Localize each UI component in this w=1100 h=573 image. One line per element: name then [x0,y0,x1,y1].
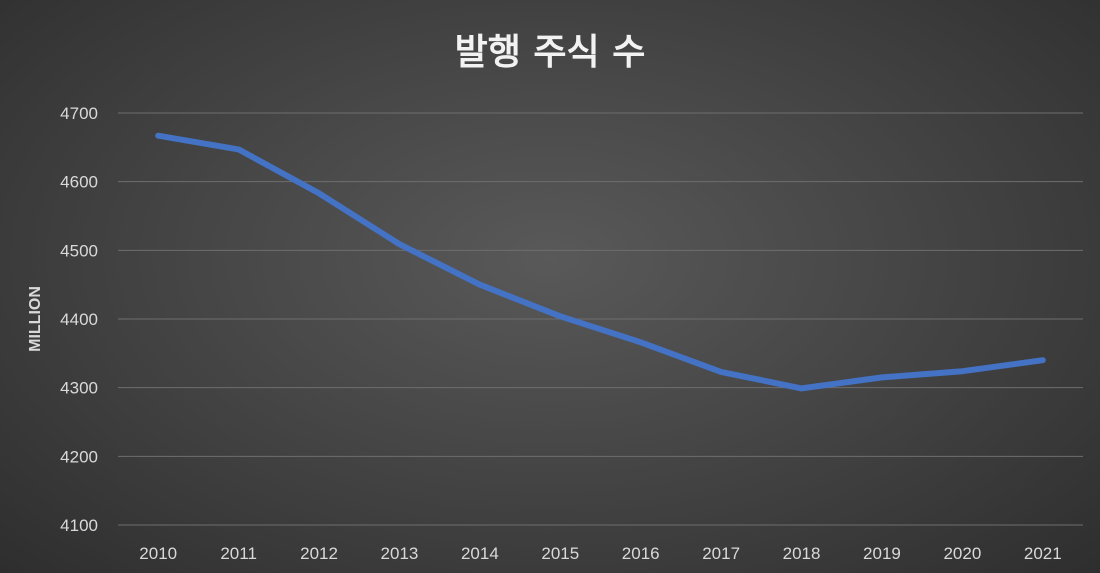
y-tick-label: 4700 [60,104,98,123]
data-point [479,284,481,286]
data-point [801,387,803,389]
data-point [720,371,722,373]
y-tick-label: 4100 [60,516,98,535]
data-point [559,315,561,317]
x-tick-label: 2012 [300,544,338,563]
data-point [318,192,320,194]
data-point [881,376,883,378]
series-layer [155,132,1046,392]
data-point [238,148,240,150]
x-tick-label: 2020 [943,544,981,563]
y-axis-ticks: 4100 4200 4300 4400 4500 4600 4700 [60,104,98,535]
gridlines [118,112,1083,526]
data-point [398,243,400,245]
x-tick-label: 2011 [220,544,257,563]
x-tick-label: 2021 [1024,544,1062,563]
x-tick-label: 2017 [702,544,740,563]
data-point [640,341,642,343]
data-point [961,370,963,372]
data-point [157,135,159,137]
x-axis-ticks: 2010 2011 2012 2013 2014 2015 2016 2017 2018 2019… [139,544,1061,563]
x-tick-label: 2018 [783,544,821,563]
chart-title: 발행 주식 수 [455,32,646,73]
y-tick-label: 4400 [60,310,98,329]
y-tick-label: 4600 [60,173,98,192]
data-point [1042,359,1044,361]
y-axis-label: MILLION [27,286,44,352]
x-tick-label: 2013 [381,544,419,563]
x-tick-label: 2015 [541,544,579,563]
x-tick-label: 2014 [461,544,499,563]
y-tick-label: 4200 [60,447,98,466]
x-tick-label: 2010 [139,544,177,563]
series-line [155,132,1046,392]
y-tick-label: 4500 [60,241,98,260]
x-tick-label: 2016 [622,544,660,563]
x-tick-label: 2019 [863,544,901,563]
y-tick-label: 4300 [60,379,98,398]
